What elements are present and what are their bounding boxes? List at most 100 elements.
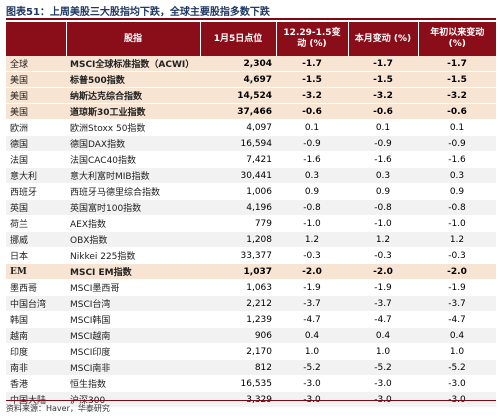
cell-level: 1,208 (200, 231, 276, 248)
cell-week-change: 0.1 (276, 119, 348, 136)
cell-week-change: -4.7 (276, 311, 348, 328)
cell-week-change: -5.2 (276, 359, 348, 376)
cell-week-change: -1.6 (276, 151, 348, 168)
table-header-row: 股指 1月5日点位 12.29-1.5变动 (%) 本月变动 (%) 年初以来变… (6, 22, 496, 56)
header-index: 股指 (66, 22, 201, 56)
cell-level: 4,697 (200, 71, 276, 88)
cell-week-change: 1.2 (276, 231, 348, 248)
cell-index: MSCI台湾 (66, 295, 200, 312)
cell-index: 法国CAC40指数 (66, 151, 200, 168)
table-row: 墨西哥 MSCI墨西哥 1,063 -1.9 -1.9 -1.9 (6, 279, 496, 296)
table-row: 法国 法国CAC40指数 7,421 -1.6 -1.6 -1.6 (6, 151, 496, 168)
cell-month-change: 0.4 (348, 327, 418, 344)
table-row: 美国 纳斯达克综合指数 14,524 -3.2 -3.2 -3.2 (6, 87, 496, 104)
cell-index: MSCI韩国 (66, 311, 200, 328)
cell-ytd-change: -1.5 (418, 71, 496, 88)
cell-ytd-change: -0.6 (418, 103, 496, 120)
cell-index: 恒生指数 (66, 375, 200, 392)
cell-index: MSCI越南 (66, 327, 200, 344)
cell-region: 英国 (6, 199, 66, 216)
cell-week-change: -1.5 (276, 71, 348, 88)
cell-ytd-change: -3.0 (418, 391, 496, 408)
header-level: 1月5日点位 (200, 22, 277, 56)
cell-week-change: -1.0 (276, 215, 348, 232)
cell-week-change: -0.6 (276, 103, 348, 120)
cell-level: 7,421 (200, 151, 276, 168)
cell-region: 日本 (6, 247, 66, 264)
cell-ytd-change: 0.3 (418, 167, 496, 184)
cell-ytd-change: -1.7 (418, 56, 496, 72)
cell-index: MSCI墨西哥 (66, 279, 200, 296)
cell-week-change: -3.0 (276, 375, 348, 392)
cell-region: 德国 (6, 135, 66, 152)
cell-month-change: -0.8 (348, 199, 418, 216)
table-row: 西班牙 西班牙马德里综合指数 1,006 0.9 0.9 0.9 (6, 183, 496, 200)
cell-level: 4,097 (200, 119, 276, 136)
cell-level: 1,006 (200, 183, 276, 200)
cell-index: AEX指数 (66, 215, 200, 232)
cell-index: 道琼斯30工业指数 (66, 103, 200, 120)
cell-level: 1,037 (200, 263, 276, 280)
cell-level: 4,196 (200, 199, 276, 216)
table-row: 美国 道琼斯30工业指数 37,466 -0.6 -0.6 -0.6 (6, 103, 496, 120)
table-row: 印度 MSCI印度 2,170 1.0 1.0 1.0 (6, 343, 496, 360)
cell-index: MSCI印度 (66, 343, 200, 360)
table-row: 韩国 MSCI韩国 1,239 -4.7 -4.7 -4.7 (6, 311, 496, 328)
cell-month-change: -3.2 (348, 87, 418, 104)
table-row: 南非 MSCI南非 812 -5.2 -5.2 -5.2 (6, 359, 496, 376)
cell-ytd-change: -0.9 (418, 135, 496, 152)
cell-region: 荷兰 (6, 215, 66, 232)
cell-week-change: 0.9 (276, 183, 348, 200)
cell-ytd-change: -1.6 (418, 151, 496, 168)
cell-region: EM (6, 263, 66, 280)
cell-level: 37,466 (200, 103, 276, 120)
cell-month-change: -4.7 (348, 311, 418, 328)
cell-ytd-change: -0.3 (418, 247, 496, 264)
cell-month-change: -1.6 (348, 151, 418, 168)
cell-region: 意大利 (6, 167, 66, 184)
cell-region: 中国台湾 (6, 295, 66, 312)
cell-month-change: 0.3 (348, 167, 418, 184)
cell-week-change: -3.0 (276, 391, 348, 408)
cell-week-change: 0.3 (276, 167, 348, 184)
cell-level: 3,329 (200, 391, 276, 408)
cell-week-change: -2.0 (276, 263, 348, 280)
cell-region: 欧洲 (6, 119, 66, 136)
table-row: 香港 恒生指数 16,535 -3.0 -3.0 -3.0 (6, 375, 496, 392)
table-row: 中国台湾 MSCI台湾 2,212 -3.7 -3.7 -3.7 (6, 295, 496, 312)
cell-index: 意大利富时MIB指数 (66, 167, 200, 184)
cell-ytd-change: 1.0 (418, 343, 496, 360)
cell-ytd-change: -2.0 (418, 263, 496, 280)
table-body: 全球 MSCI全球标准指数（ACWI） 2,304 -1.7 -1.7 -1.7 美国 标普5… (6, 56, 496, 408)
cell-level: 2,212 (200, 295, 276, 312)
cell-week-change: -0.8 (276, 199, 348, 216)
footer-divider (6, 400, 496, 401)
table-row: 欧洲 欧洲Stoxx 50指数 4,097 0.1 0.1 0.1 (6, 119, 496, 136)
cell-week-change: -3.7 (276, 295, 348, 312)
table-row: 英国 英国富时100指数 4,196 -0.8 -0.8 -0.8 (6, 199, 496, 216)
cell-level: 14,524 (200, 87, 276, 104)
cell-week-change: 0.4 (276, 327, 348, 344)
cell-region: 中国大陆 (6, 391, 66, 408)
cell-week-change: -0.9 (276, 135, 348, 152)
cell-index: 沪深300 (66, 391, 200, 408)
cell-region: 美国 (6, 71, 66, 88)
cell-month-change: -1.9 (348, 279, 418, 296)
header-ytd-change: 年初以来变动 (%) (418, 22, 496, 56)
cell-month-change: -3.7 (348, 295, 418, 312)
cell-month-change: -0.9 (348, 135, 418, 152)
cell-week-change: -1.7 (276, 56, 348, 72)
cell-month-change: -0.3 (348, 247, 418, 264)
table-row: 挪威 OBX指数 1,208 1.2 1.2 1.2 (6, 231, 496, 248)
cell-ytd-change: -5.2 (418, 359, 496, 376)
cell-ytd-change: -3.7 (418, 295, 496, 312)
cell-region: 韩国 (6, 311, 66, 328)
cell-index: MSCI EM指数 (66, 263, 200, 280)
cell-ytd-change: 0.9 (418, 183, 496, 200)
cell-region: 印度 (6, 343, 66, 360)
cell-index: 西班牙马德里综合指数 (66, 183, 200, 200)
cell-ytd-change: 1.2 (418, 231, 496, 248)
cell-level: 1,239 (200, 311, 276, 328)
cell-index: 纳斯达克综合指数 (66, 87, 200, 104)
table-row: 日本 Nikkei 225指数 33,377 -0.3 -0.3 -0.3 (6, 247, 496, 264)
